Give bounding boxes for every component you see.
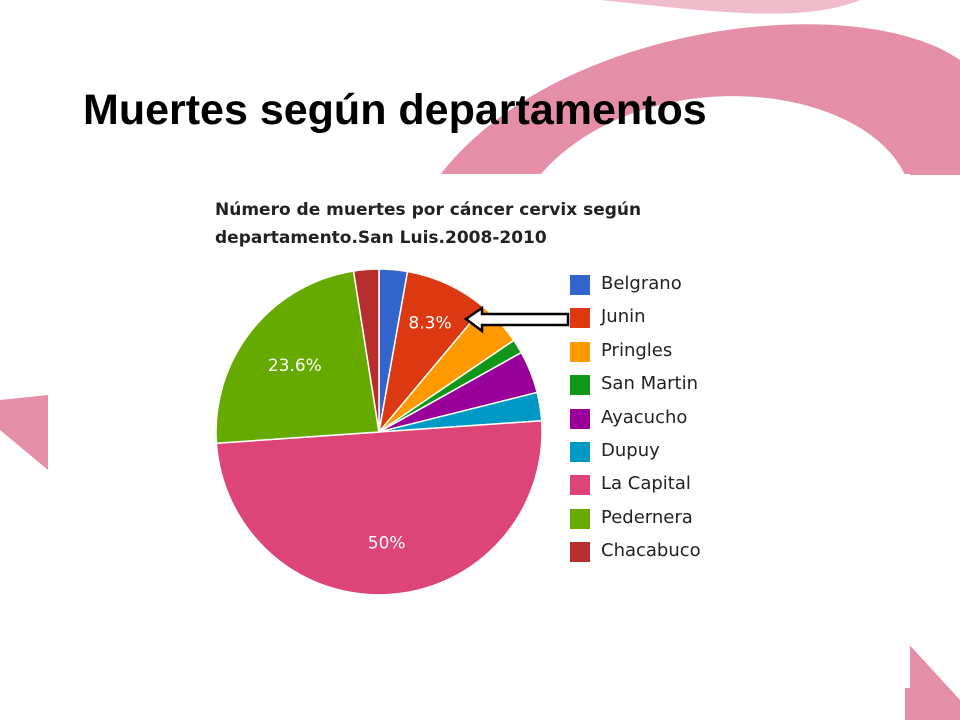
pie-labels: 8.3% 50% 23.6% bbox=[268, 314, 452, 554]
legend-swatch bbox=[570, 341, 590, 362]
legend-label: San Martin bbox=[601, 373, 699, 395]
legend-swatch bbox=[570, 542, 590, 563]
pie-slices bbox=[215, 268, 543, 596]
legend-label: Junin bbox=[601, 306, 646, 328]
legend-label: Belgrano bbox=[601, 273, 682, 294]
pie-slice-pedernera bbox=[215, 270, 380, 445]
pie-slice-la-capital bbox=[215, 419, 543, 596]
legend-swatch bbox=[570, 442, 590, 462]
pie-label-pedernera: 23.6% bbox=[268, 356, 322, 376]
legend-swatch bbox=[570, 375, 590, 396]
legend-swatch bbox=[570, 308, 590, 329]
legend-label: Chacabuco bbox=[601, 540, 701, 562]
chart-title-line-1: Número de muertes por cáncer cervix segú… bbox=[215, 200, 642, 220]
legend-swatch bbox=[570, 275, 590, 295]
legend-label: Dupuy bbox=[601, 440, 660, 461]
legend-label: La Capital bbox=[601, 473, 691, 495]
chart-title-line-2: departamento.San Luis.2008-2010 bbox=[215, 228, 547, 248]
annotation-arrow bbox=[463, 305, 570, 334]
legend-label: Pringles bbox=[601, 339, 673, 361]
pie-chart: 8.3% 50% 23.6% bbox=[215, 268, 570, 596]
pie-label-junin: 8.3% bbox=[408, 314, 451, 334]
legend-swatch bbox=[570, 408, 590, 429]
pie-label-la-capital: 50% bbox=[368, 534, 406, 554]
legend-swatch bbox=[570, 475, 590, 496]
legend-swatch bbox=[570, 508, 590, 529]
pie-slice-chacabuco bbox=[352, 268, 380, 433]
slide-title: Muertes según departamentos bbox=[83, 86, 707, 134]
chart-panel: 8.3% 50% 23.6% Número de muertes por cánce… bbox=[48, 174, 910, 688]
legend-label: Ayacucho bbox=[601, 406, 688, 428]
legend-label: Pedernera bbox=[601, 506, 693, 528]
